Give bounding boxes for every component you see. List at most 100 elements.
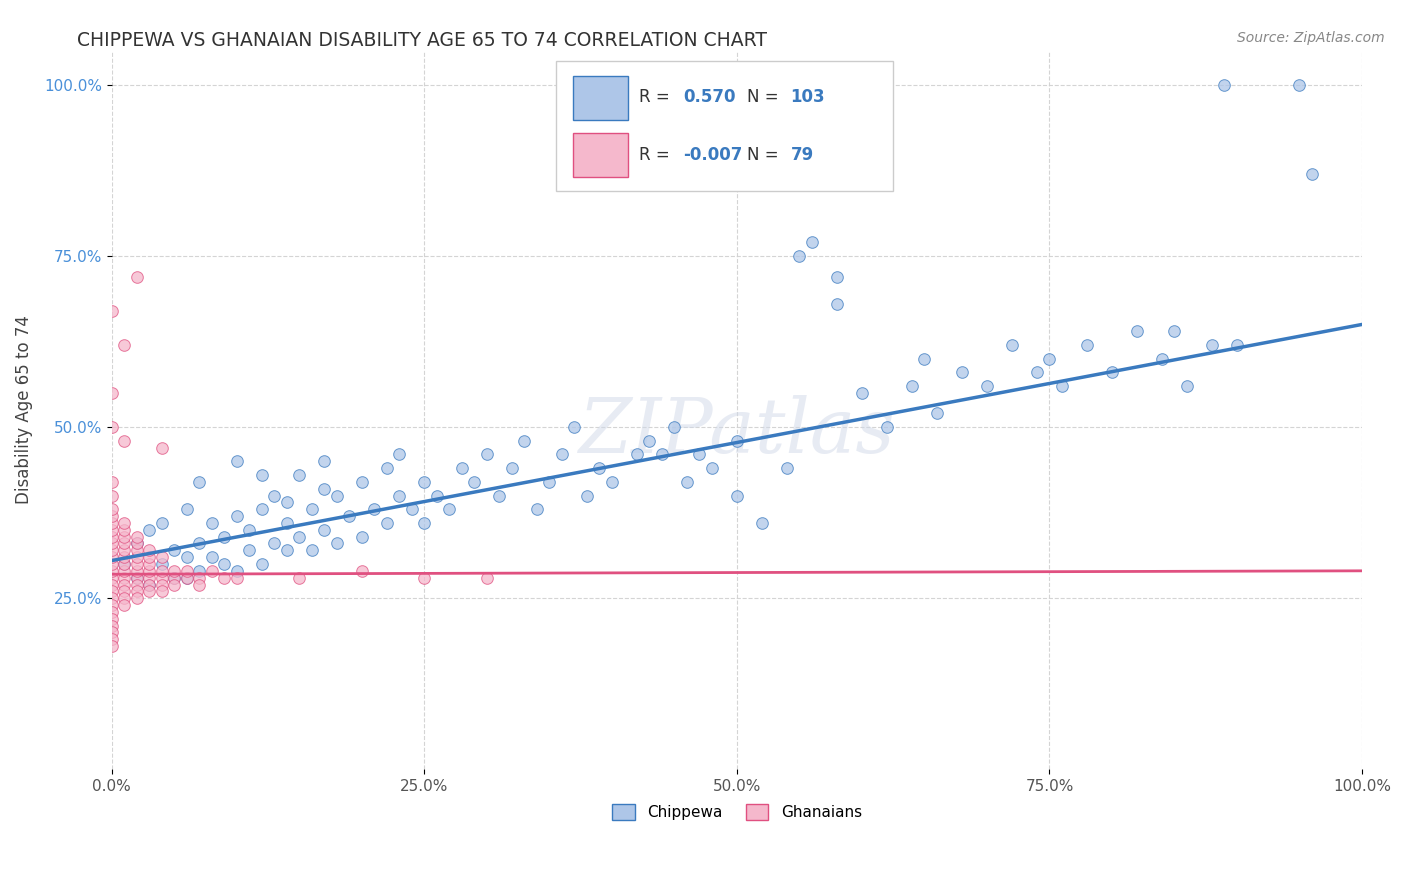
Point bbox=[101, 523, 124, 537]
Point bbox=[125, 536, 148, 550]
Point bbox=[138, 571, 160, 585]
Point bbox=[225, 509, 247, 524]
Point bbox=[600, 475, 623, 489]
Point bbox=[751, 516, 773, 530]
Point bbox=[463, 475, 485, 489]
Point bbox=[664, 420, 686, 434]
Point bbox=[188, 475, 211, 489]
Point bbox=[176, 571, 198, 585]
Point bbox=[288, 530, 311, 544]
FancyBboxPatch shape bbox=[574, 133, 628, 178]
Point bbox=[112, 543, 135, 558]
Point bbox=[101, 530, 124, 544]
Point bbox=[375, 461, 398, 475]
Text: N =: N = bbox=[747, 88, 783, 106]
Point bbox=[125, 564, 148, 578]
Point bbox=[301, 543, 323, 558]
Point bbox=[188, 536, 211, 550]
Point bbox=[150, 441, 173, 455]
Point bbox=[564, 420, 586, 434]
Point bbox=[350, 530, 373, 544]
Point bbox=[1026, 365, 1049, 379]
Text: R =: R = bbox=[640, 146, 675, 164]
Point bbox=[638, 434, 661, 448]
Point bbox=[1226, 338, 1249, 352]
Point bbox=[375, 516, 398, 530]
Point bbox=[201, 516, 224, 530]
Text: 0.570: 0.570 bbox=[683, 88, 735, 106]
Point bbox=[101, 543, 124, 558]
Point bbox=[475, 571, 498, 585]
Point bbox=[413, 475, 436, 489]
Point bbox=[488, 489, 510, 503]
Point bbox=[1001, 338, 1024, 352]
Point bbox=[125, 571, 148, 585]
Point bbox=[138, 564, 160, 578]
Point bbox=[1213, 78, 1236, 92]
Point bbox=[314, 523, 336, 537]
Point bbox=[426, 489, 449, 503]
Point bbox=[150, 571, 173, 585]
Point bbox=[150, 584, 173, 599]
Point bbox=[101, 564, 124, 578]
Point bbox=[101, 420, 124, 434]
Point bbox=[288, 571, 311, 585]
Point bbox=[676, 475, 699, 489]
Point bbox=[225, 571, 247, 585]
Point bbox=[651, 448, 673, 462]
Point bbox=[326, 536, 349, 550]
Point bbox=[101, 639, 124, 653]
Point bbox=[725, 489, 748, 503]
Point bbox=[825, 269, 848, 284]
Point bbox=[301, 502, 323, 516]
Point bbox=[575, 489, 598, 503]
Point bbox=[825, 297, 848, 311]
Point bbox=[112, 591, 135, 606]
Y-axis label: Disability Age 65 to 74: Disability Age 65 to 74 bbox=[15, 316, 32, 505]
Legend: Chippewa, Ghanaians: Chippewa, Ghanaians bbox=[606, 798, 868, 826]
Point bbox=[350, 475, 373, 489]
Point bbox=[138, 523, 160, 537]
Point bbox=[263, 489, 285, 503]
Point bbox=[101, 502, 124, 516]
Point bbox=[238, 523, 260, 537]
Point bbox=[800, 235, 823, 250]
Text: R =: R = bbox=[640, 88, 675, 106]
Point bbox=[138, 550, 160, 565]
Point bbox=[314, 454, 336, 468]
Point bbox=[125, 536, 148, 550]
Text: Source: ZipAtlas.com: Source: ZipAtlas.com bbox=[1237, 31, 1385, 45]
Point bbox=[101, 516, 124, 530]
FancyBboxPatch shape bbox=[555, 62, 893, 191]
Point bbox=[1150, 351, 1173, 366]
Point bbox=[925, 406, 948, 420]
Point bbox=[588, 461, 610, 475]
Point bbox=[876, 420, 898, 434]
Point bbox=[101, 489, 124, 503]
Point bbox=[1175, 379, 1198, 393]
Point bbox=[401, 502, 423, 516]
Point bbox=[1201, 338, 1223, 352]
Point bbox=[513, 434, 536, 448]
Text: -0.007: -0.007 bbox=[683, 146, 742, 164]
Point bbox=[526, 502, 548, 516]
Point bbox=[1288, 78, 1310, 92]
Point bbox=[138, 577, 160, 591]
Point bbox=[125, 269, 148, 284]
Point bbox=[976, 379, 998, 393]
Point bbox=[263, 536, 285, 550]
Point bbox=[138, 577, 160, 591]
Text: 103: 103 bbox=[790, 88, 825, 106]
Point bbox=[1076, 338, 1098, 352]
Point bbox=[225, 454, 247, 468]
Point bbox=[276, 543, 298, 558]
Point bbox=[314, 482, 336, 496]
Point bbox=[250, 502, 273, 516]
Point bbox=[101, 605, 124, 619]
Point bbox=[388, 448, 411, 462]
Point bbox=[101, 625, 124, 640]
Point bbox=[150, 550, 173, 565]
Point bbox=[363, 502, 385, 516]
Point bbox=[626, 448, 648, 462]
Point bbox=[112, 557, 135, 571]
